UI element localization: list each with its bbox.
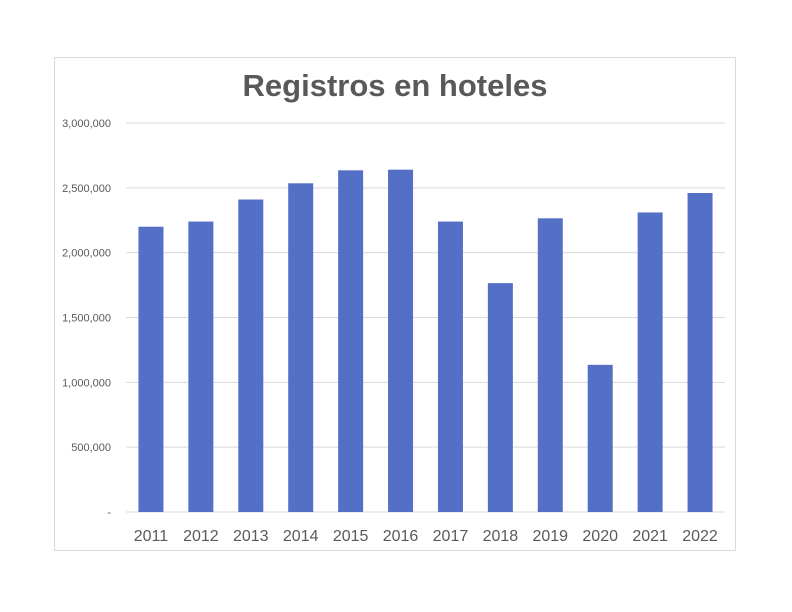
bar-2020: [587, 364, 613, 512]
bar-2014: [288, 183, 314, 513]
y-tick-label: 1,000,000: [62, 377, 111, 389]
x-tick-label: 2016: [383, 528, 419, 545]
bar-2015: [338, 170, 364, 512]
x-tick-label: 2011: [134, 528, 169, 545]
bar-2021: [637, 212, 663, 512]
y-tick-label: 1,500,000: [62, 313, 111, 325]
x-tick-label: 2015: [333, 528, 369, 545]
x-tick-label: 2014: [283, 528, 319, 545]
gridlines: [126, 122, 725, 513]
chart-title: Registros en hoteles: [242, 68, 548, 103]
x-tick-label: 2013: [233, 528, 269, 545]
y-tick-label: -: [107, 507, 111, 519]
bar-2011: [138, 226, 164, 512]
x-tick-label: 2012: [183, 528, 219, 545]
x-tick-label: 2020: [582, 528, 618, 545]
bar-2012: [188, 221, 214, 512]
bar-2017: [437, 221, 463, 512]
y-tick-label: 2,500,000: [62, 183, 111, 195]
y-tick-label: 500,000: [71, 442, 111, 454]
bar-2018: [487, 283, 513, 512]
x-tick-label: 2022: [682, 528, 718, 545]
bar-2013: [238, 199, 264, 512]
x-axis-tick-labels: 2011 2012 2013 2014 2015 2016 2017 2018 2019 2020…: [134, 528, 718, 545]
bar-2022: [687, 193, 713, 512]
x-tick-label: 2019: [532, 528, 568, 545]
x-tick-label: 2018: [483, 528, 519, 545]
y-tick-label: 2,000,000: [62, 248, 111, 260]
bar-2019: [537, 218, 563, 512]
x-tick-label: 2021: [632, 528, 668, 545]
bar-2016: [388, 169, 414, 512]
bars: [138, 169, 713, 513]
x-tick-label: 2017: [433, 528, 469, 545]
y-tick-label: 3,000,000: [62, 118, 111, 130]
y-axis-tick-labels: - 500,000 1,000,000 1,500,000 2,000,000 2,500…: [62, 118, 111, 519]
